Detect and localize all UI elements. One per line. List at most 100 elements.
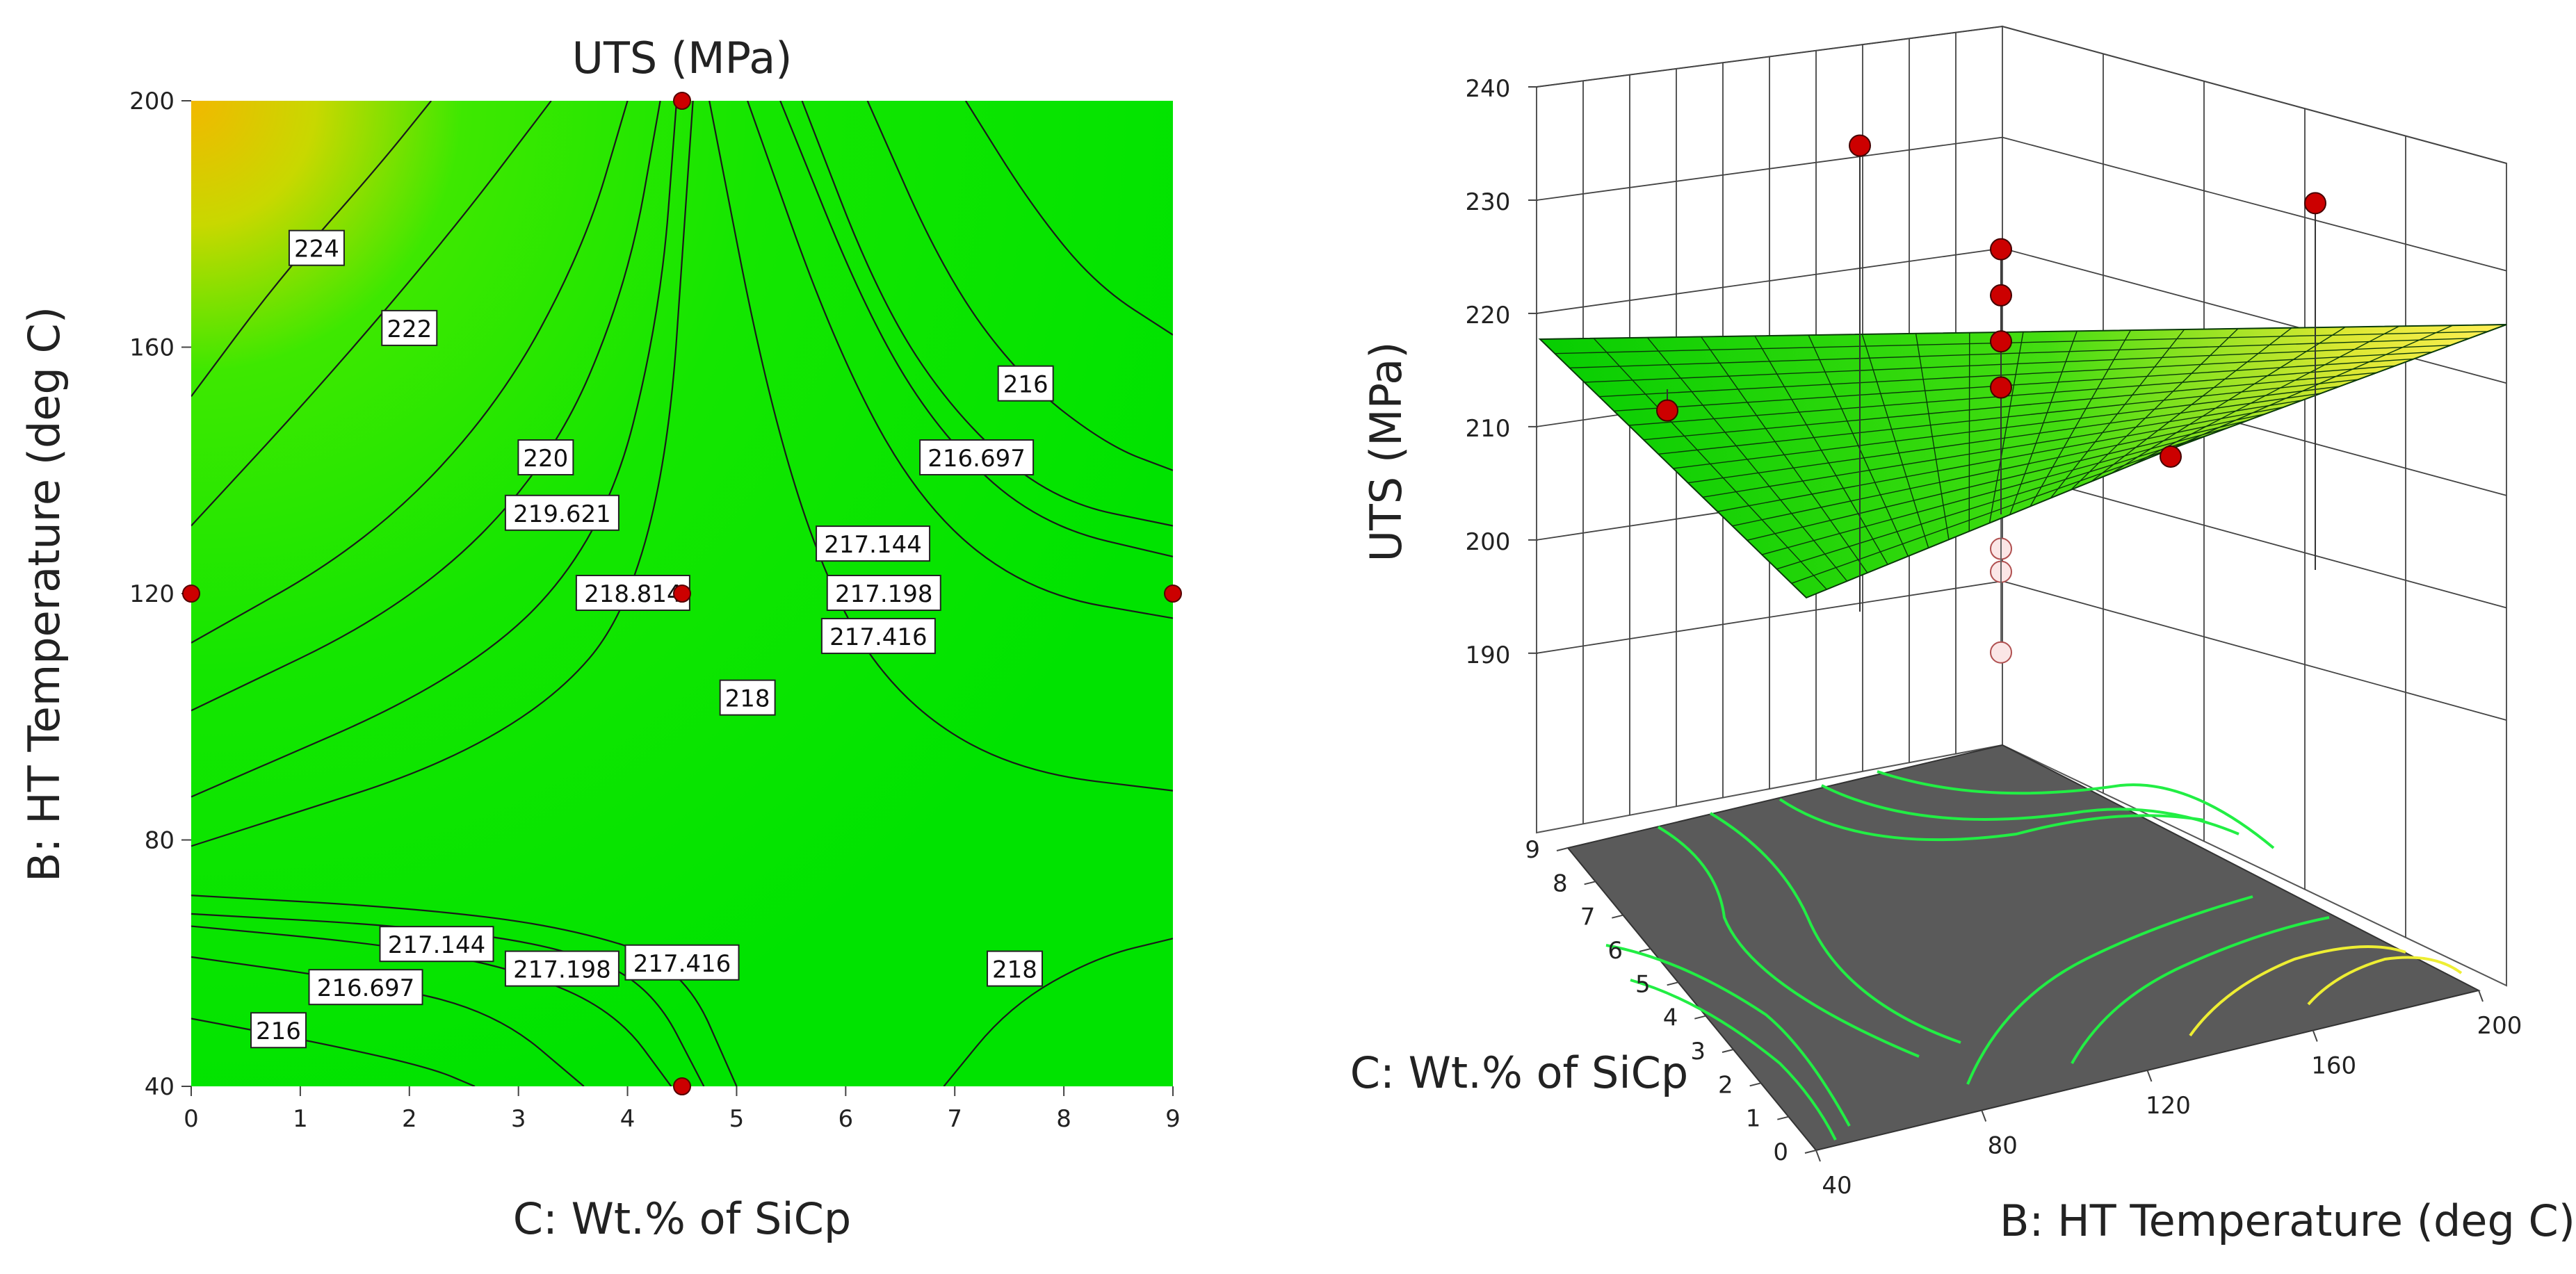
design-point-above [1990, 330, 2012, 353]
z-tick-label: 220 [1466, 302, 1511, 329]
mesh-line [1776, 434, 2210, 570]
y-tick-mark-3d [1804, 1150, 1817, 1154]
wall-gridline [2002, 580, 2507, 721]
contour-label: 216.697 [919, 439, 1035, 476]
design-point [673, 1077, 691, 1095]
y-tick-mark-3d [1639, 948, 1651, 952]
contour-labels: 224 222 220 219.621 218.814 218 217.144 217.198… [250, 229, 1054, 1049]
contour-line [191, 101, 694, 847]
x-tick-mark-3d [2478, 990, 2484, 1002]
contour-label: 220 [517, 439, 574, 476]
z-tick-label: 210 [1466, 415, 1511, 443]
y-tick-label: 80 [145, 827, 175, 855]
y-tick-label: 120 [129, 580, 175, 608]
design-point-above [1656, 399, 1678, 422]
y-tick-mark-3d [1584, 881, 1596, 885]
svg-text:216.697: 216.697 [927, 445, 1026, 473]
x-axis-title-3d: B: HT Temperature (deg C) [2000, 1195, 2575, 1246]
svg-text:216: 216 [256, 1018, 301, 1045]
y-tick-mark-3d [1612, 914, 1623, 919]
floor-contour-line [1779, 798, 2205, 842]
svg-text:218.814: 218.814 [584, 580, 682, 608]
contour-line [191, 101, 629, 644]
contour-label: 217.416 [820, 618, 936, 655]
floor-contour-line [1877, 770, 2275, 849]
design-point [673, 585, 691, 603]
z-tick-label: 240 [1466, 75, 1511, 103]
svg-text:219.621: 219.621 [513, 500, 611, 528]
contour-label: 217.144 [379, 926, 494, 963]
surface-mesh [1539, 324, 2507, 598]
contour-line [191, 101, 552, 527]
floor-contours [1605, 770, 2463, 1141]
x-tick-label-3d: 200 [2477, 1012, 2522, 1040]
svg-text:217.198: 217.198 [835, 580, 933, 608]
contour-line [191, 1018, 476, 1086]
y-tick-mark-3d [1749, 1082, 1761, 1087]
svg-text:217.144: 217.144 [824, 531, 922, 559]
contour-label: 218.814 [575, 575, 690, 611]
y-tick-label-3d: 9 [1525, 836, 1540, 864]
design-points-above [1656, 134, 2326, 612]
x-tick-label: 2 [402, 1105, 417, 1133]
x-tick-mark-3d [1815, 1150, 1821, 1162]
design-point-below [1990, 641, 2012, 664]
y-tick-label-3d: 6 [1607, 937, 1623, 965]
x-tick-label: 9 [1165, 1105, 1181, 1133]
y-tick-label-3d: 8 [1553, 869, 1568, 897]
x-axis-title: C: Wt.% of SiCp [513, 1193, 852, 1244]
mesh-line [1806, 448, 2173, 598]
contour-label: 217.144 [816, 525, 931, 562]
y-axis-title: B: HT Temperature (deg C) [19, 307, 70, 882]
design-point-above [2304, 192, 2326, 215]
svg-text:218: 218 [725, 685, 770, 713]
y-tick-label: 160 [129, 334, 175, 362]
y-axis-title-3d: C: Wt.% of SiCp [1350, 1047, 1689, 1098]
x-tick-label: 1 [293, 1105, 308, 1133]
chart-title: UTS (MPa) [572, 33, 793, 83]
y-tick-mark-3d [1667, 981, 1678, 986]
svg-text:224: 224 [294, 236, 339, 263]
design-points [182, 92, 1182, 1095]
contour-line [191, 101, 661, 712]
z-tick-label: 200 [1466, 528, 1511, 556]
x-tick-label: 6 [839, 1105, 854, 1133]
contour-label: 217.198 [504, 950, 619, 987]
floor-contour-line [2071, 916, 2330, 1064]
y-tick-label: 200 [129, 88, 175, 115]
z-tick-label: 190 [1466, 642, 1511, 669]
floor-contour-line [1821, 784, 2239, 835]
axis-ticks: 0 1 2 3 4 5 6 7 8 9 40 80 120 160 200 [129, 88, 1181, 1133]
contour-label: 216 [250, 1012, 307, 1049]
y-tick-mark-3d [1777, 1116, 1789, 1120]
design-point-above [1990, 284, 2012, 307]
floor-contour-line [2189, 945, 2406, 1037]
contour-line [866, 101, 1173, 471]
wall-gridline [2002, 247, 2507, 384]
x-tick-label: 3 [511, 1105, 526, 1133]
contour-label: 218 [719, 679, 776, 716]
x-tick-mark-3d [2146, 1070, 2153, 1082]
contour-label: 216.697 [308, 969, 423, 1006]
contour-line [747, 101, 1173, 619]
wall-gridline [2002, 26, 2507, 164]
contour-label: 219.621 [504, 494, 619, 531]
contour-line [943, 938, 1173, 1086]
mesh-line [1761, 427, 2229, 555]
floor-contour-line [1709, 812, 1961, 1044]
y-tick-label: 40 [145, 1073, 175, 1101]
y-tick-mark-3d [1694, 1015, 1706, 1020]
x-tick-label-3d: 80 [1988, 1132, 2018, 1160]
mesh-line [1791, 441, 2192, 584]
y-tick-mark-3d [1556, 847, 1569, 851]
z-tick-label: 230 [1466, 188, 1511, 216]
x-tick-mark-3d [2312, 1030, 2318, 1042]
contour-line [964, 101, 1173, 336]
design-point-above [1849, 134, 1871, 157]
contour-label: 217.416 [624, 944, 740, 981]
floor-contour-line [1605, 944, 1851, 1127]
